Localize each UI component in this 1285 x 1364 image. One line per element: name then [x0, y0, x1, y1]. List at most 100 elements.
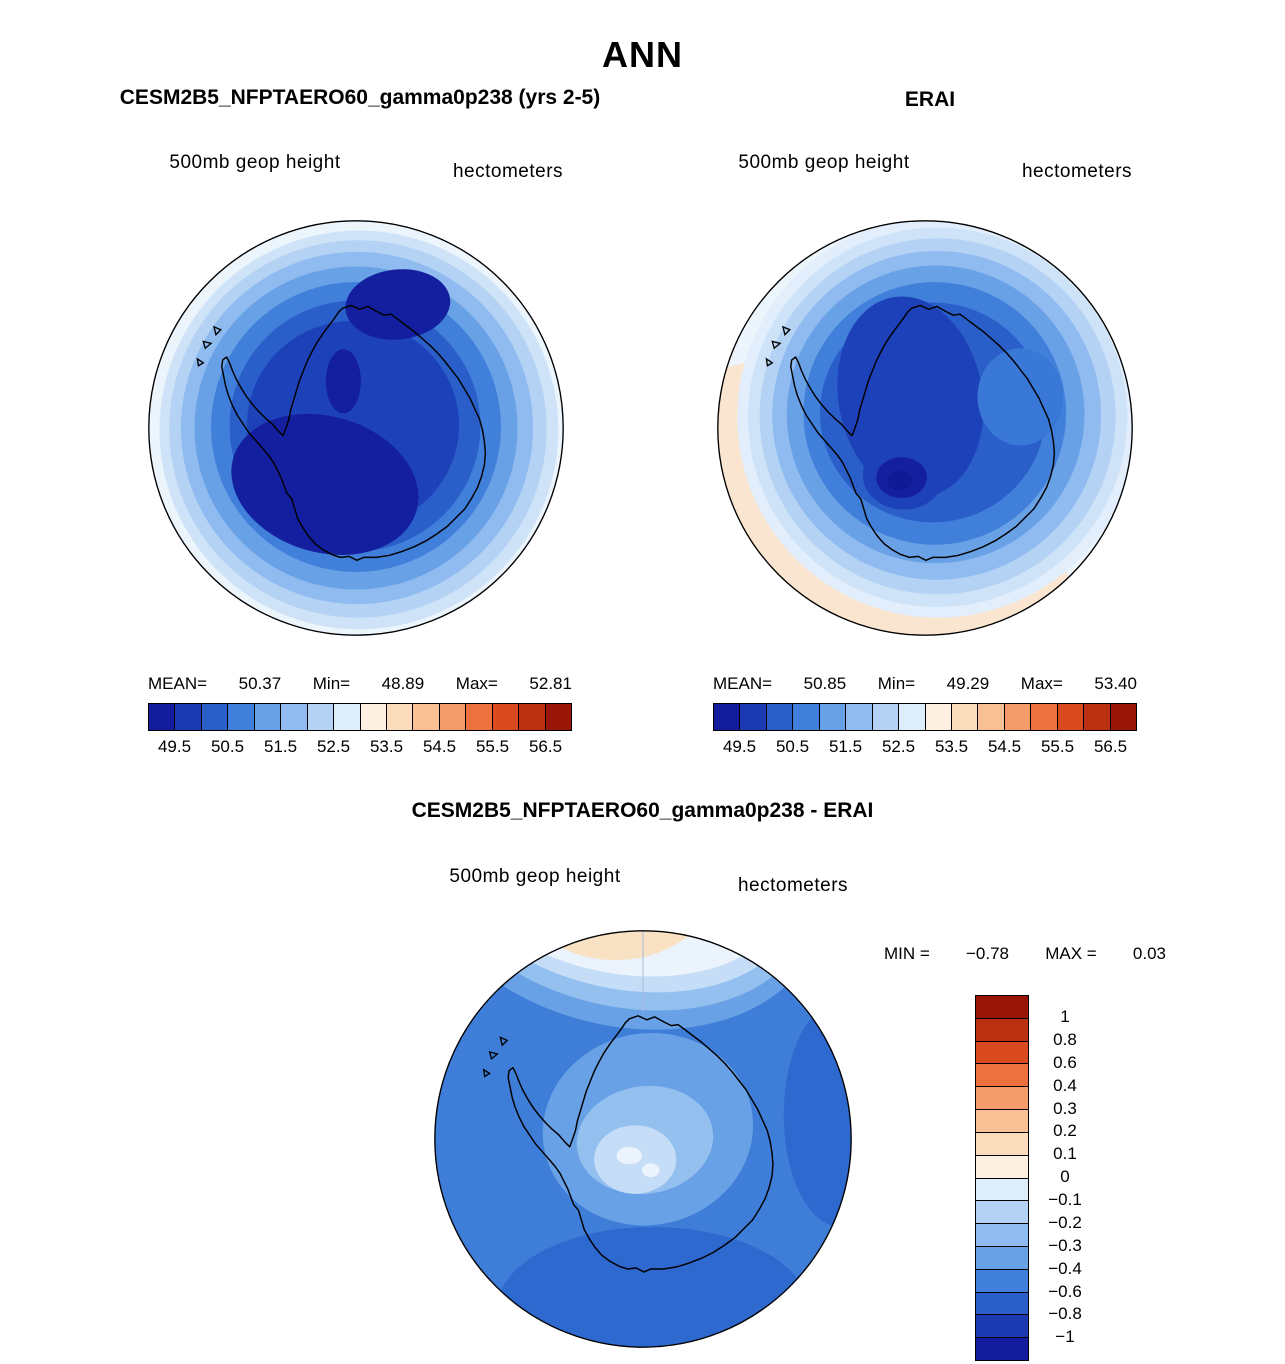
colorbar-tick-label: −1 — [1055, 1327, 1075, 1347]
obs-mean-label: MEAN= — [713, 674, 773, 693]
model-min-value: 48.89 — [381, 674, 425, 693]
model-panel-title: CESM2B5_NFPTAERO60_gamma0p238 (yrs 2-5) — [119, 86, 601, 109]
colorbar-cell — [739, 704, 766, 730]
diff-units-label: hectometers — [737, 875, 849, 896]
colorbar-cell — [1030, 704, 1057, 730]
colorbar-tick-label: 0.6 — [1053, 1052, 1077, 1072]
diff-min-value: −0.78 — [966, 944, 1010, 963]
colorbar-cell — [976, 1200, 1028, 1224]
colorbar-cell — [385, 704, 413, 730]
colorbar-tick-label: 56.5 — [528, 737, 563, 756]
colorbar-tick-label: 0.8 — [1053, 1029, 1077, 1049]
model-field-label: 500mb geop height — [169, 152, 341, 173]
model-min-label: Min= — [312, 674, 351, 693]
colorbar-cell — [924, 704, 951, 730]
colorbar-tick-label: 56.5 — [1093, 737, 1128, 756]
colorbar-cell — [518, 704, 545, 730]
colorbar-cell — [1056, 704, 1084, 730]
colorbar-cell — [976, 1154, 1028, 1178]
colorbar-tick-label: −0.4 — [1048, 1258, 1082, 1278]
colorbar-cell — [976, 1109, 1028, 1132]
colorbar-cell — [845, 704, 872, 730]
colorbar-tick-label: 0 — [1060, 1167, 1070, 1187]
diff-max-label: MAX = — [1045, 944, 1097, 963]
colorbar-cell — [976, 1086, 1028, 1110]
colorbar-cell — [976, 1314, 1028, 1338]
colorbar-cell — [792, 704, 819, 730]
obs-panel-title: ERAI — [904, 88, 956, 111]
colorbar-cell — [976, 1040, 1028, 1064]
obs-stats-row: MEAN= 50.85 Min= 49.29 Max= 53.40 — [713, 674, 1137, 694]
colorbar-cell — [976, 1268, 1028, 1292]
diff-polar-map — [434, 930, 852, 1348]
colorbar-tick-label: 52.5 — [316, 737, 351, 756]
obs-colorbar-ticks: 49.5 50.5 51.5 52.5 53.5 54.5 55.5 56.5 — [713, 737, 1137, 757]
colorbar-cell — [976, 1223, 1028, 1246]
obs-max-value: 53.40 — [1094, 674, 1137, 693]
colorbar-cell — [976, 1337, 1028, 1360]
obs-min-label: Min= — [877, 674, 916, 693]
model-mean-value: 50.37 — [238, 674, 282, 693]
colorbar-cell — [818, 704, 846, 730]
colorbar-cell — [227, 704, 254, 730]
colorbar-tick-label: 53.5 — [934, 737, 969, 756]
obs-map-outline — [717, 220, 1133, 636]
colorbar-cell — [544, 704, 571, 730]
obs-mean-value: 50.85 — [803, 674, 847, 693]
colorbar-tick-label: 51.5 — [828, 737, 863, 756]
colorbar-cell — [1109, 704, 1136, 730]
page-title: ANN — [602, 34, 683, 75]
model-stats-row: MEAN= 50.37 Min= 48.89 Max= 52.81 — [148, 674, 572, 694]
colorbar-cell — [1083, 704, 1110, 730]
obs-contour-fill-layers — [717, 220, 1133, 636]
colorbar-cell — [898, 704, 925, 730]
colorbar-cell — [976, 1291, 1028, 1315]
model-max-value: 52.81 — [529, 674, 572, 693]
obs-units-label: hectometers — [1021, 161, 1133, 182]
colorbar-cell — [976, 1063, 1028, 1087]
colorbar-tick-label: 0.4 — [1053, 1075, 1077, 1095]
colorbar-tick-label: −0.3 — [1048, 1235, 1082, 1255]
obs-field-label: 500mb geop height — [738, 152, 910, 173]
colorbar-cell — [714, 704, 740, 730]
colorbar-cell — [280, 704, 307, 730]
model-colorbar-ticks: 49.5 50.5 51.5 52.5 53.5 54.5 55.5 56.5 — [148, 737, 572, 757]
colorbar-tick-label: 49.5 — [157, 737, 192, 756]
colorbar-cell — [491, 704, 519, 730]
colorbar-tick-label: 55.5 — [475, 737, 510, 756]
obs-min-value: 49.29 — [946, 674, 990, 693]
model-mean-label: MEAN= — [148, 674, 208, 693]
colorbar-tick-label: −0.1 — [1048, 1190, 1082, 1209]
diff-panel-title: CESM2B5_NFPTAERO60_gamma0p238 - ERAI — [411, 799, 874, 822]
colorbar-cell — [149, 704, 175, 730]
colorbar-tick-label: −0.6 — [1048, 1281, 1082, 1301]
diff-map-outline — [434, 930, 852, 1348]
colorbar-tick-label: 51.5 — [263, 737, 298, 756]
colorbar-tick-label: 54.5 — [422, 737, 457, 756]
colorbar-tick-label: 53.5 — [369, 737, 404, 756]
model-polar-map — [148, 220, 564, 636]
colorbar-tick-label: −0.2 — [1048, 1212, 1082, 1232]
colorbar-tick-label: 55.5 — [1040, 737, 1075, 756]
diff-field-label: 500mb geop height — [449, 866, 621, 887]
colorbar-tick-label: 54.5 — [987, 737, 1022, 756]
colorbar-cell — [253, 704, 281, 730]
colorbar-cell — [1003, 704, 1031, 730]
colorbar-tick-label: 0.3 — [1053, 1098, 1077, 1118]
colorbar-cell — [976, 1177, 1028, 1201]
colorbar-cell — [174, 704, 201, 730]
model-map-outline — [148, 220, 564, 636]
colorbar-cell — [438, 704, 466, 730]
diff-min-label: MIN = — [884, 944, 930, 963]
colorbar-cell — [871, 704, 899, 730]
obs-max-label: Max= — [1020, 674, 1063, 693]
colorbar-tick-label: −0.8 — [1048, 1304, 1082, 1324]
model-max-label: Max= — [455, 674, 498, 693]
colorbar-cell — [976, 1245, 1028, 1269]
colorbar-cell — [359, 704, 386, 730]
colorbar-cell — [465, 704, 492, 730]
colorbar-tick-label: 1 — [1060, 1007, 1070, 1026]
model-colorbar — [148, 703, 572, 731]
diff-max-value: 0.03 — [1132, 944, 1166, 963]
